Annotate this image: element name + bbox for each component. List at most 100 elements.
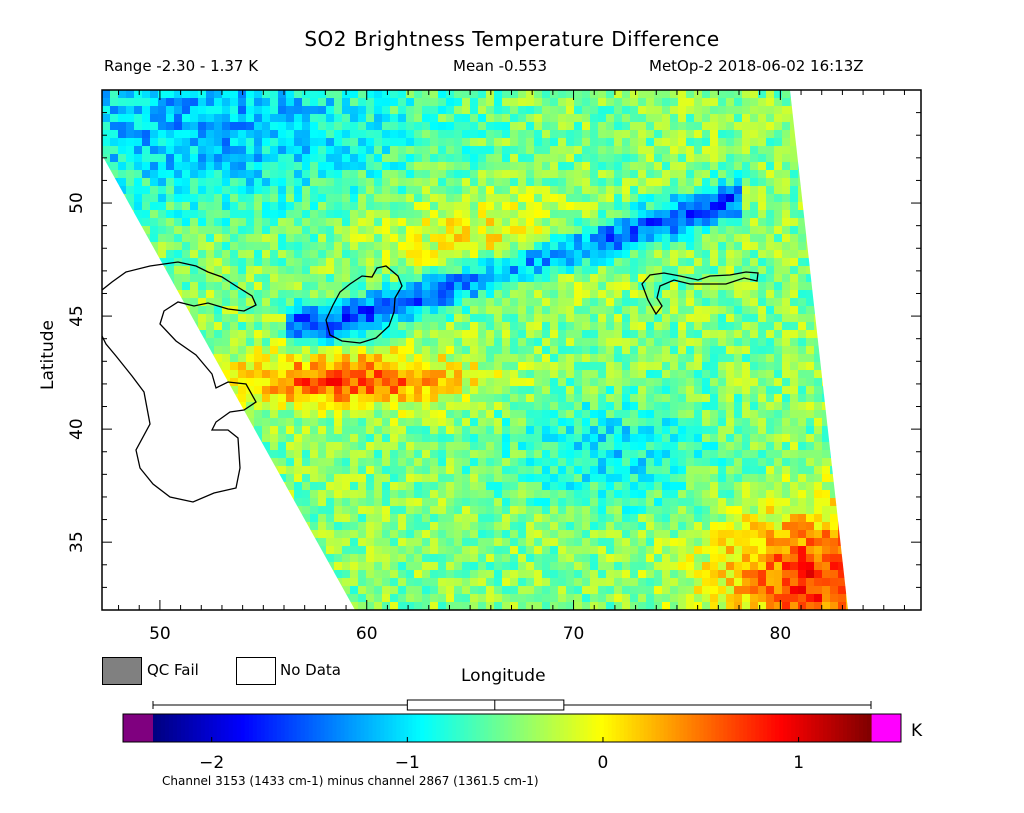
data-cell <box>726 130 734 138</box>
data-cell <box>134 514 142 522</box>
data-cell <box>422 322 430 330</box>
data-cell <box>654 314 662 322</box>
data-cell <box>174 274 182 282</box>
data-cell <box>822 314 830 322</box>
data-cell <box>182 514 190 522</box>
data-cell <box>270 442 278 450</box>
data-cell <box>126 378 134 386</box>
data-cell <box>446 338 454 346</box>
data-cell <box>286 338 294 346</box>
data-cell <box>702 442 710 450</box>
data-cell <box>214 162 222 170</box>
data-cell <box>630 394 638 402</box>
data-cell <box>398 226 406 234</box>
data-cell <box>646 234 654 242</box>
data-cell <box>446 402 454 410</box>
data-cell <box>798 250 806 258</box>
data-cell <box>134 114 142 122</box>
data-cell <box>438 338 446 346</box>
data-cell <box>782 146 790 154</box>
data-cell <box>542 370 550 378</box>
data-cell <box>310 114 318 122</box>
data-cell <box>142 194 150 202</box>
data-cell <box>454 274 462 282</box>
data-cell <box>230 250 238 258</box>
data-cell <box>646 178 654 186</box>
data-cell <box>326 266 334 274</box>
data-cell <box>142 298 150 306</box>
data-cell <box>534 122 542 130</box>
data-cell <box>742 466 750 474</box>
data-cell <box>214 450 222 458</box>
data-cell <box>446 450 454 458</box>
data-cell <box>446 90 454 98</box>
data-cell <box>166 386 174 394</box>
data-cell <box>254 434 262 442</box>
data-cell <box>798 410 806 418</box>
data-cell <box>718 162 726 170</box>
data-cell <box>694 362 702 370</box>
data-cell <box>462 186 470 194</box>
data-cell <box>782 354 790 362</box>
data-cell <box>470 442 478 450</box>
data-cell <box>334 146 342 154</box>
data-cell <box>670 202 678 210</box>
data-cell <box>390 282 398 290</box>
data-cell <box>798 306 806 314</box>
data-cell <box>766 314 774 322</box>
data-cell <box>766 410 774 418</box>
data-cell <box>806 186 814 194</box>
data-cell <box>366 306 374 314</box>
data-cell <box>126 394 134 402</box>
data-cell <box>766 90 774 98</box>
data-cell <box>750 130 758 138</box>
data-cell <box>510 322 518 330</box>
data-cell <box>702 122 710 130</box>
data-cell <box>222 250 230 258</box>
data-cell <box>518 178 526 186</box>
data-cell <box>518 218 526 226</box>
data-cell <box>278 282 286 290</box>
data-cell <box>150 450 158 458</box>
data-cell <box>406 322 414 330</box>
data-cell <box>174 402 182 410</box>
data-cell <box>262 378 270 386</box>
data-cell <box>350 386 358 394</box>
data-cell <box>814 90 822 98</box>
data-cell <box>694 490 702 498</box>
data-cell <box>310 242 318 250</box>
data-cell <box>782 378 790 386</box>
data-cell <box>750 98 758 106</box>
data-cell <box>502 346 510 354</box>
data-cell <box>790 410 798 418</box>
data-cell <box>766 154 774 162</box>
data-cell <box>814 210 822 218</box>
data-cell <box>158 202 166 210</box>
data-cell <box>206 450 214 458</box>
data-cell <box>254 226 262 234</box>
data-cell <box>486 298 494 306</box>
data-cell <box>638 178 646 186</box>
data-cell <box>830 242 838 250</box>
data-cell <box>286 450 294 458</box>
data-cell <box>302 386 310 394</box>
data-cell <box>726 266 734 274</box>
data-cell <box>374 506 382 514</box>
data-cell <box>662 506 670 514</box>
data-cell <box>486 346 494 354</box>
data-cell <box>470 490 478 498</box>
data-cell <box>310 274 318 282</box>
data-cell <box>590 130 598 138</box>
data-cell <box>502 218 510 226</box>
data-cell <box>422 210 430 218</box>
data-cell <box>654 434 662 442</box>
data-cell <box>806 490 814 498</box>
data-cell <box>510 450 518 458</box>
data-cell <box>670 226 678 234</box>
data-cell <box>198 226 206 234</box>
data-cell <box>486 306 494 314</box>
data-cell <box>566 434 574 442</box>
data-cell <box>806 386 814 394</box>
data-cell <box>262 314 270 322</box>
data-cell <box>302 170 310 178</box>
